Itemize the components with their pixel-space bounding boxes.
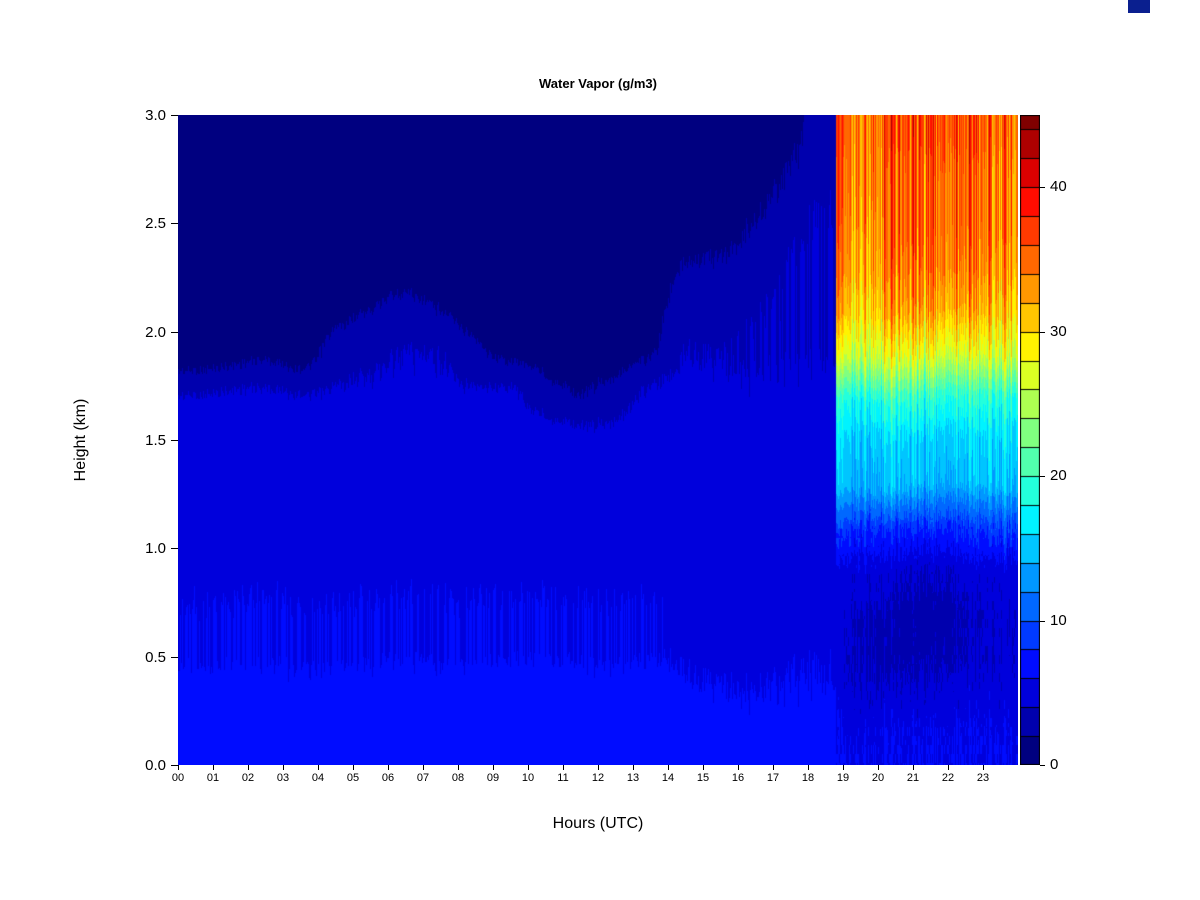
corner-swatch (1128, 0, 1150, 13)
colorbar-tick-mark (1040, 187, 1045, 189)
x-tick-label: 14 (661, 772, 675, 784)
x-tick-mark (458, 765, 459, 770)
x-tick-mark (983, 765, 984, 770)
colorbar-tick-label: 30 (1050, 322, 1067, 340)
y-tick-label: 3.0 (145, 107, 166, 124)
x-tick-mark (773, 765, 774, 770)
x-tick-mark (248, 765, 249, 770)
y-tick-label: 0.5 (145, 648, 166, 666)
x-tick-mark (878, 765, 879, 770)
x-tick-label: 19 (836, 772, 850, 784)
x-tick-label: 11 (557, 772, 569, 784)
y-tick-mark (171, 656, 178, 658)
x-tick-label: 07 (416, 772, 430, 784)
x-tick-mark (528, 765, 529, 770)
x-tick-mark (388, 765, 389, 770)
x-tick-label: 05 (346, 772, 360, 784)
colorbar-tick-mark (1040, 620, 1045, 622)
x-tick-mark (948, 765, 949, 770)
y-tick-label: 1.5 (145, 432, 166, 449)
x-tick-mark (633, 765, 634, 770)
x-tick-label: 20 (871, 772, 885, 784)
colorbar-tick-label: 0 (1050, 756, 1059, 773)
x-tick-label: 04 (311, 772, 325, 784)
y-tick-mark (171, 765, 178, 766)
x-tick-label: 23 (976, 772, 990, 784)
colorbar-tick-label: 40 (1050, 178, 1067, 196)
y-tick-label: 1.0 (145, 540, 166, 558)
x-tick-mark (843, 765, 844, 770)
x-tick-label: 10 (521, 772, 535, 784)
x-tick-mark (493, 765, 494, 770)
x-tick-label: 15 (696, 772, 710, 784)
chart-title: Water Vapor (g/m3) (539, 76, 657, 91)
x-tick-label: 18 (801, 772, 815, 784)
x-tick-label: 12 (591, 772, 605, 784)
y-tick-label: 2.0 (145, 323, 166, 341)
colorbar-tick-label: 20 (1050, 467, 1067, 485)
x-tick-mark (598, 765, 599, 770)
x-tick-label: 09 (486, 772, 500, 784)
x-tick-label: 02 (241, 772, 255, 784)
x-tick-mark (563, 765, 564, 770)
colorbar-tick-label: 10 (1050, 611, 1067, 629)
x-tick-mark (668, 765, 669, 770)
x-tick-mark (423, 765, 424, 770)
x-tick-mark (913, 765, 914, 770)
x-tick-mark (353, 765, 354, 770)
y-tick-label: 2.5 (145, 215, 166, 233)
x-tick-label: 21 (906, 772, 920, 784)
x-tick-mark (213, 765, 214, 770)
heatmap-plot (178, 115, 1018, 765)
x-tick-label: 08 (451, 772, 465, 784)
colorbar-tick-mark (1040, 331, 1045, 333)
x-tick-mark (178, 765, 179, 770)
colorbar-tick-mark (1040, 765, 1045, 766)
colorbar-tick-mark (1040, 476, 1045, 478)
x-tick-mark (283, 765, 284, 770)
x-tick-label: 01 (206, 772, 220, 784)
x-tick-mark (808, 765, 809, 770)
x-axis-label: Hours (UTC) (552, 815, 644, 832)
x-tick-mark (738, 765, 739, 770)
y-tick-mark (171, 223, 178, 225)
x-tick-label: 00 (171, 772, 185, 784)
y-tick-mark (171, 548, 178, 550)
x-tick-label: 06 (381, 772, 395, 784)
x-tick-label: 17 (766, 772, 780, 784)
y-tick-mark (171, 440, 178, 441)
x-tick-mark (703, 765, 704, 770)
y-tick-label: 0.0 (145, 757, 166, 774)
colorbar (1020, 115, 1040, 765)
y-tick-mark (171, 115, 178, 116)
y-tick-mark (171, 331, 178, 333)
x-tick-label: 03 (276, 772, 290, 784)
x-tick-label: 22 (941, 772, 955, 784)
x-tick-label: 13 (626, 772, 640, 784)
x-tick-label: 16 (731, 772, 745, 784)
y-axis-label: Height (km) (72, 398, 89, 482)
x-tick-mark (318, 765, 319, 770)
